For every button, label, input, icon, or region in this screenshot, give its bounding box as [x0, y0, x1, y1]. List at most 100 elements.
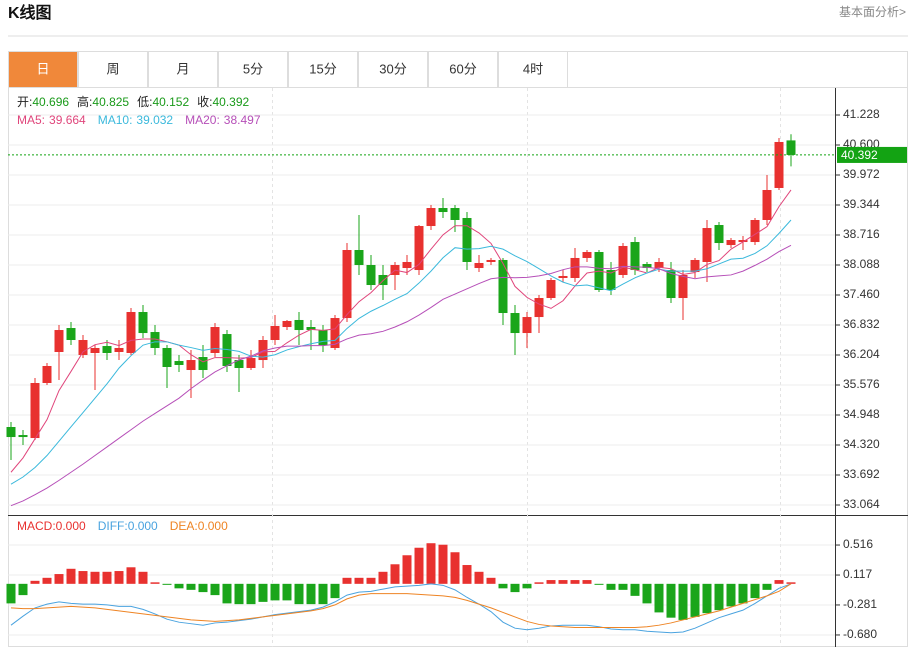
candle-body: [402, 261, 412, 269]
candle-body: [606, 270, 616, 290]
candle-body: [222, 334, 232, 366]
candle-body: [114, 347, 124, 352]
candle-body: [174, 361, 184, 365]
info-value: 40.696: [32, 95, 69, 109]
candle-body: [534, 298, 544, 318]
macd-bar: [102, 571, 112, 584]
fundamental-link[interactable]: 基本面分析>: [839, 5, 906, 19]
macd-bar: [330, 583, 340, 599]
macd-bar: [246, 583, 256, 605]
tab[interactable]: [498, 51, 568, 88]
tab-label[interactable]: 月: [176, 61, 189, 76]
macd-bar: [498, 583, 508, 589]
candle-body: [642, 263, 652, 269]
macd-bar: [126, 567, 136, 584]
legend-value: 39.664: [49, 113, 86, 127]
macd-legend: MACD:0.000 DIFF:0.000 DEA:0.000: [17, 519, 228, 533]
candle-body: [618, 245, 628, 275]
candle-body: [690, 259, 700, 273]
legend-name: DIFF:: [98, 519, 128, 533]
macd-bar: [654, 583, 664, 613]
diff-line: [10, 583, 792, 634]
candle-body: [750, 219, 760, 243]
candle-body: [294, 319, 304, 331]
candle-body: [678, 274, 688, 299]
tab[interactable]: [218, 51, 288, 88]
candle-body: [558, 275, 568, 278]
candle-body: [246, 358, 256, 369]
tab-label[interactable]: 30分: [379, 61, 406, 76]
macd-bar: [582, 580, 592, 584]
macd-bar: [54, 574, 64, 584]
y-tick-label: 34.948: [843, 407, 880, 421]
macd-bar: [690, 583, 700, 617]
y-tick-label: 35.576: [843, 377, 880, 391]
candle-body: [522, 317, 532, 334]
ma-line: [10, 244, 792, 507]
macd-bar: [282, 583, 292, 601]
last-price-label: 40.392: [841, 148, 878, 162]
legend-value: 39.032: [136, 113, 173, 127]
candle-body: [186, 360, 196, 371]
candle-body: [510, 313, 520, 334]
candle-body: [726, 240, 736, 246]
tab-label[interactable]: 60分: [449, 61, 476, 76]
macd-bar: [702, 583, 712, 614]
macd-bar: [726, 583, 736, 607]
tab[interactable]: [428, 51, 498, 88]
candle-body: [330, 318, 340, 348]
y-tick-label: 38.088: [843, 257, 880, 271]
ohlc-info: 开:40.696 高:40.825 低:40.152 收:40.392: [17, 94, 250, 109]
y-tick-label: -0.680: [843, 627, 877, 641]
candle-body: [414, 226, 424, 271]
legend-value: 0.000: [56, 519, 86, 533]
candle-body: [90, 347, 100, 353]
tab[interactable]: [288, 51, 358, 88]
macd-bar: [222, 583, 232, 604]
macd-bar: [270, 583, 280, 601]
tab-label[interactable]: 周: [106, 61, 119, 76]
tab-label[interactable]: 日: [36, 61, 49, 76]
candle-body: [762, 189, 772, 220]
candle-body: [42, 365, 52, 384]
y-tick-label: 0.117: [843, 567, 872, 581]
macd-bar: [438, 544, 448, 584]
macd-bar: [402, 555, 412, 584]
macd-bar: [750, 583, 760, 599]
y-tick-label: 39.344: [843, 197, 880, 211]
candle-body: [306, 327, 316, 331]
y-tick-label: 41.228: [843, 107, 880, 121]
tab-label[interactable]: 15分: [309, 61, 336, 76]
candle-body: [450, 208, 460, 220]
macd-bar: [78, 571, 88, 584]
macd-bar: [738, 583, 748, 604]
macd-bar: [114, 571, 124, 584]
tab[interactable]: [8, 51, 78, 88]
macd-bar: [414, 547, 424, 584]
info-label: 高:: [77, 94, 92, 109]
macd-bar: [522, 583, 532, 589]
macd-bar: [42, 577, 52, 584]
y-tick-label: 36.204: [843, 347, 880, 361]
ma-line: [10, 189, 792, 473]
tab[interactable]: [78, 51, 148, 88]
legend-name: MA20:: [185, 113, 220, 127]
candle-body: [138, 312, 148, 334]
tab[interactable]: [148, 51, 218, 88]
macd-bar: [90, 571, 100, 584]
tab[interactable]: [358, 51, 428, 88]
tab-label[interactable]: 5分: [243, 61, 263, 76]
candle-body: [630, 242, 640, 271]
y-tick-label: 39.972: [843, 167, 880, 181]
candle-body: [282, 320, 292, 328]
macd-bar: [198, 583, 208, 593]
candle-body: [738, 240, 748, 243]
tab-label[interactable]: 4时: [523, 61, 543, 76]
macd-bar: [666, 583, 676, 618]
candle-body: [666, 270, 676, 299]
macd-bar: [234, 583, 244, 605]
candle-body: [378, 274, 388, 286]
macd-bar: [462, 565, 472, 584]
